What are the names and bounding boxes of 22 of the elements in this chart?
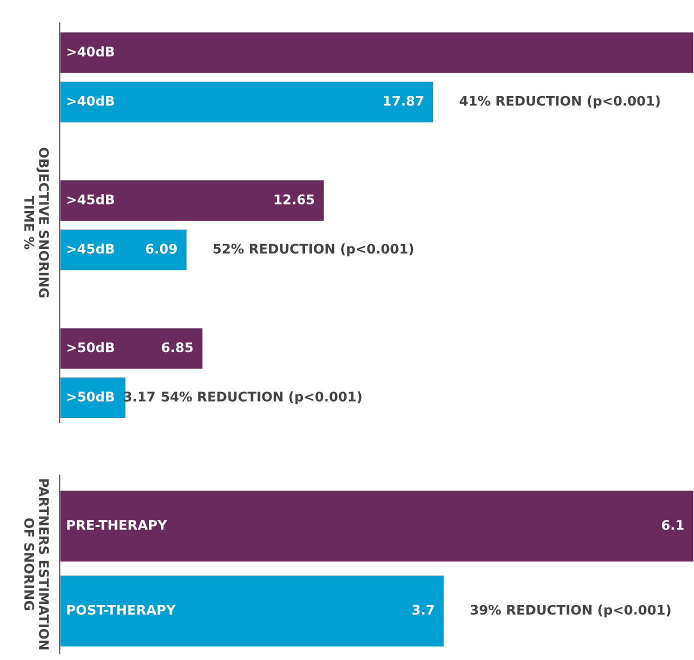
data-label: 3.7 [412,604,434,615]
bar [60,80,434,124]
y-tick-label: >50dB [67,391,114,402]
data-label: 17.87 [384,96,424,106]
bar [60,326,204,370]
annotation: 39% REDUCTION (p<0.001) [470,604,670,618]
y-axis-title: PARTNERS ESTIMATION OF SNORING [24,479,49,650]
bar [60,178,326,222]
y-tick-label: PRE-THERAPY [67,520,168,530]
y-tick-label: POST-THERAPY [67,604,176,615]
y-tick-label: >40dB [67,96,114,106]
bar [60,228,188,272]
data-label: 12.65 [274,194,314,204]
bar [60,31,694,74]
data-label: 6.1 [662,520,684,530]
annotation: 54% REDUCTION (p<0.001) [162,391,362,404]
data-label: 6.09 [146,244,177,254]
annotation: 52% REDUCTION (p<0.001) [214,243,414,256]
y-axis-title: OBJECTIVE SNORING TIME % [24,148,49,298]
data-label: 6.85 [162,342,193,352]
y-tick-label: >45dB [67,243,114,254]
annotation: 41% REDUCTION (p<0.001) [460,96,660,108]
